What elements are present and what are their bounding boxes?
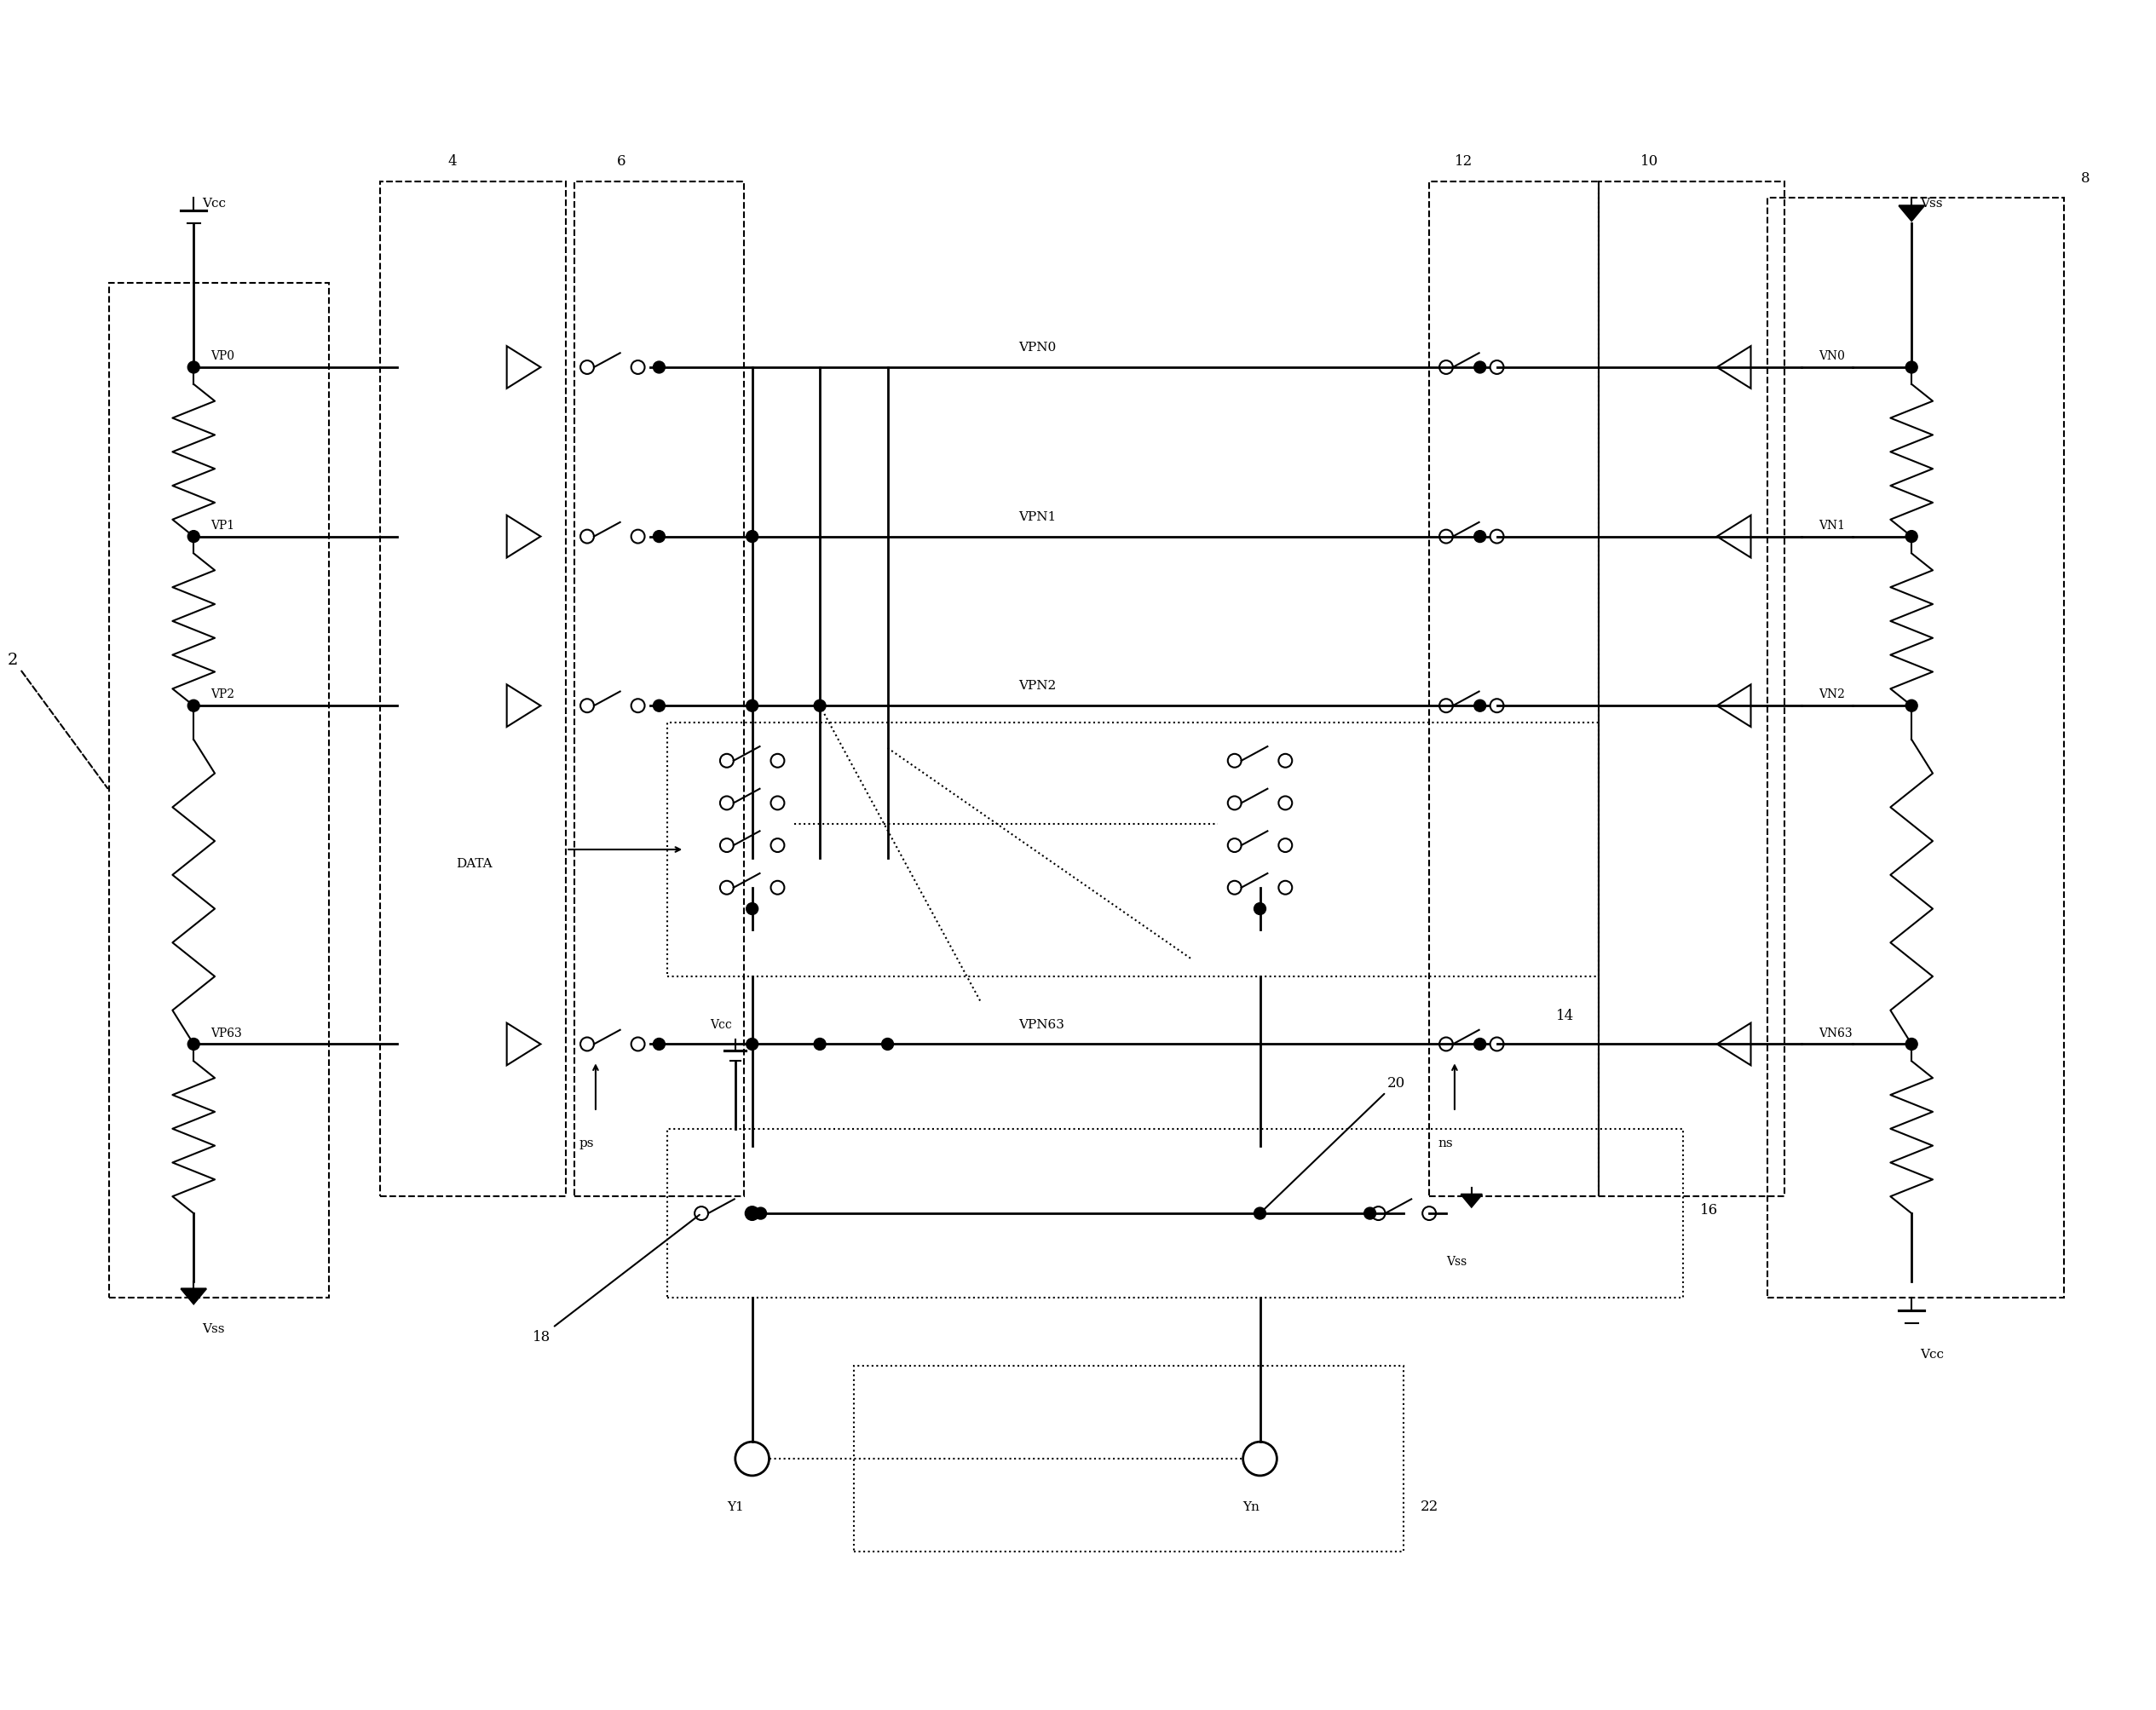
Text: 4: 4 <box>448 154 457 168</box>
Text: Y1: Y1 <box>727 1500 744 1512</box>
Text: VN2: VN2 <box>1818 689 1846 701</box>
Circle shape <box>188 699 201 711</box>
Text: 14: 14 <box>1557 1007 1574 1023</box>
Text: VPN0: VPN0 <box>1020 342 1056 354</box>
Text: VN63: VN63 <box>1818 1026 1852 1038</box>
Text: Vss: Vss <box>1447 1255 1466 1267</box>
Text: 8: 8 <box>2081 171 2089 185</box>
Circle shape <box>1365 1207 1376 1219</box>
Circle shape <box>1906 532 1917 544</box>
Text: 18: 18 <box>533 1216 699 1344</box>
Text: VP63: VP63 <box>211 1026 241 1038</box>
Circle shape <box>653 532 664 544</box>
Text: VN0: VN0 <box>1818 351 1846 363</box>
Circle shape <box>746 903 759 915</box>
Text: VPN1: VPN1 <box>1020 511 1056 523</box>
Circle shape <box>653 699 664 711</box>
Text: 2: 2 <box>6 652 108 788</box>
Text: Vcc: Vcc <box>203 198 226 210</box>
Circle shape <box>1906 363 1917 374</box>
Circle shape <box>815 1038 826 1050</box>
Text: VP1: VP1 <box>211 520 235 532</box>
Circle shape <box>188 532 201 544</box>
Text: VN1: VN1 <box>1818 520 1846 532</box>
Circle shape <box>1255 1207 1266 1219</box>
Circle shape <box>746 532 759 544</box>
Text: VPN63: VPN63 <box>1020 1017 1065 1029</box>
Text: VP0: VP0 <box>211 351 235 363</box>
Circle shape <box>1475 532 1485 544</box>
Circle shape <box>1906 699 1917 711</box>
Polygon shape <box>181 1289 207 1305</box>
Polygon shape <box>1899 207 1925 222</box>
Circle shape <box>882 1038 893 1050</box>
Circle shape <box>188 363 201 374</box>
Text: 10: 10 <box>1641 154 1658 168</box>
Circle shape <box>1906 1038 1917 1050</box>
Text: ns: ns <box>1438 1137 1453 1149</box>
Circle shape <box>1475 699 1485 711</box>
Text: 20: 20 <box>1261 1076 1406 1212</box>
Text: Yn: Yn <box>1244 1500 1259 1512</box>
Circle shape <box>746 1038 759 1050</box>
Circle shape <box>755 1207 768 1219</box>
Text: DATA: DATA <box>455 857 492 869</box>
Text: ps: ps <box>578 1137 593 1149</box>
Circle shape <box>746 1207 759 1219</box>
Circle shape <box>653 1038 664 1050</box>
Circle shape <box>188 1038 201 1050</box>
Polygon shape <box>1462 1195 1481 1207</box>
Text: Vcc: Vcc <box>1921 1347 1945 1359</box>
Circle shape <box>815 699 826 711</box>
Circle shape <box>1255 903 1266 915</box>
Circle shape <box>746 699 759 711</box>
Text: Vcc: Vcc <box>709 1017 731 1029</box>
Circle shape <box>653 363 664 374</box>
Text: 22: 22 <box>1421 1498 1438 1513</box>
Text: VPN2: VPN2 <box>1020 681 1056 693</box>
Circle shape <box>1475 363 1485 374</box>
Text: Vss: Vss <box>1921 198 1943 210</box>
Text: VP2: VP2 <box>211 689 235 701</box>
Text: 16: 16 <box>1701 1202 1718 1218</box>
Circle shape <box>1475 1038 1485 1050</box>
Text: 12: 12 <box>1455 154 1473 168</box>
Text: 6: 6 <box>617 154 625 168</box>
Text: Vss: Vss <box>203 1322 224 1334</box>
